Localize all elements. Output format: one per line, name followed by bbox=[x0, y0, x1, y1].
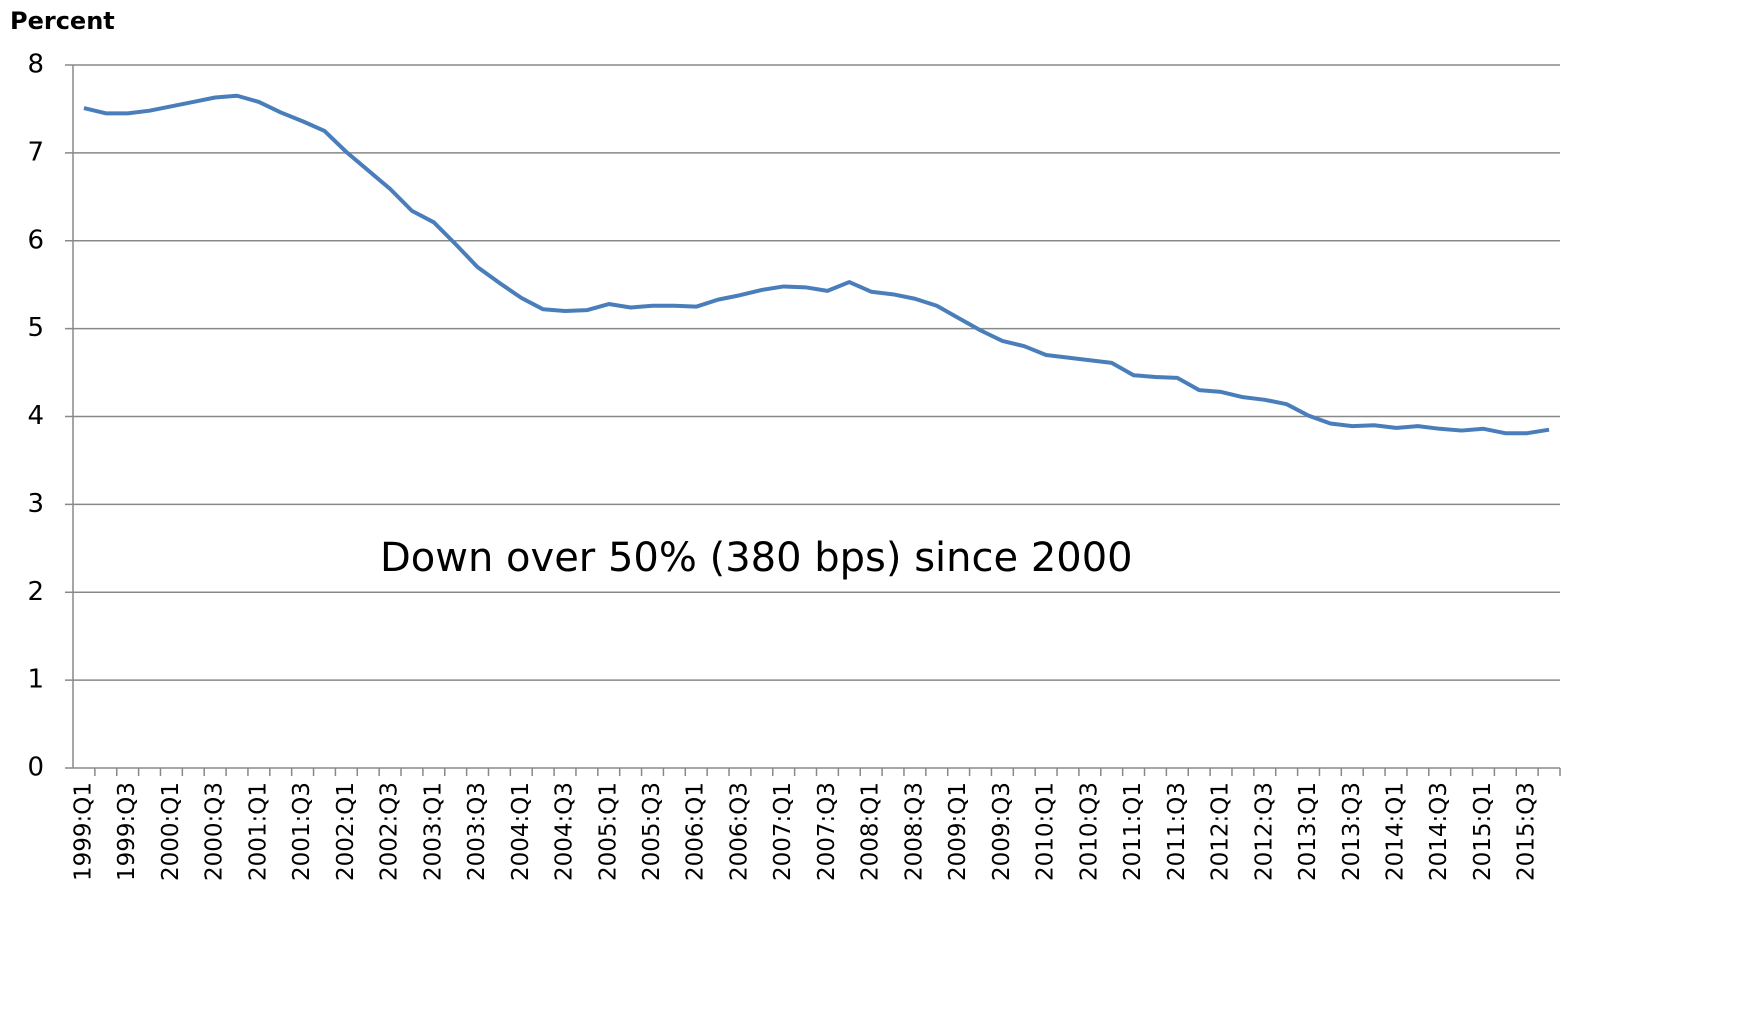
x-tick-label: 2011:Q1 bbox=[1120, 782, 1146, 881]
y-tick-label: 0 bbox=[27, 753, 44, 783]
x-tick-label: 2009:Q1 bbox=[945, 782, 971, 881]
x-tick-label: 2012:Q1 bbox=[1208, 782, 1234, 881]
x-tick-label: 2000:Q1 bbox=[158, 782, 184, 881]
x-tick-label: 2005:Q3 bbox=[639, 782, 665, 881]
x-tick-label: 2003:Q3 bbox=[464, 782, 490, 881]
y-tick-label: 3 bbox=[27, 489, 44, 519]
x-tick-label: 2011:Q3 bbox=[1164, 782, 1190, 881]
x-tick-label: 2006:Q1 bbox=[683, 782, 709, 881]
x-tick-label: 2007:Q1 bbox=[770, 782, 796, 881]
y-tick-label: 7 bbox=[27, 137, 44, 167]
x-tick-label: 2005:Q1 bbox=[595, 782, 621, 881]
x-tick-label: 2013:Q3 bbox=[1339, 782, 1365, 881]
y-tick-label: 8 bbox=[27, 50, 44, 80]
x-tick-label: 2010:Q3 bbox=[1076, 782, 1102, 881]
x-tick-label: 2014:Q3 bbox=[1426, 782, 1452, 881]
x-tick-label: 2002:Q1 bbox=[333, 782, 359, 881]
x-tick-label: 2015:Q3 bbox=[1514, 782, 1540, 881]
x-tick-label: 2004:Q1 bbox=[508, 782, 534, 881]
x-tick-label: 2002:Q3 bbox=[377, 782, 403, 881]
x-tick-label: 2006:Q3 bbox=[726, 782, 752, 881]
x-tick-label: 2004:Q3 bbox=[552, 782, 578, 881]
x-tick-label: 2000:Q3 bbox=[202, 782, 228, 881]
x-tick-label: 1999:Q1 bbox=[70, 782, 96, 881]
x-tick-label: 2001:Q1 bbox=[245, 782, 271, 881]
y-tick-label: 1 bbox=[27, 665, 44, 695]
x-tick-label: 2001:Q3 bbox=[289, 782, 315, 881]
x-tick-label: 2008:Q1 bbox=[858, 782, 884, 881]
x-tick-label: 2008:Q3 bbox=[901, 782, 927, 881]
x-tick-label: 2012:Q3 bbox=[1251, 782, 1277, 881]
x-tick-label: 2003:Q1 bbox=[420, 782, 446, 881]
x-tick-label: 2009:Q3 bbox=[989, 782, 1015, 881]
chart-title: Percent bbox=[10, 7, 115, 35]
x-tick-label: 2013:Q1 bbox=[1295, 782, 1321, 881]
y-tick-label: 2 bbox=[27, 577, 44, 607]
x-tick-label: 2015:Q1 bbox=[1470, 782, 1496, 881]
y-tick-label: 5 bbox=[27, 313, 44, 343]
x-tick-label: 1999:Q3 bbox=[114, 782, 140, 881]
x-tick-label: 2010:Q1 bbox=[1033, 782, 1059, 881]
y-tick-label: 4 bbox=[27, 401, 44, 431]
annotation: Down over 50% (380 bps) since 2000 bbox=[380, 535, 1133, 581]
data-line bbox=[83, 93, 1550, 436]
y-tick-label: 6 bbox=[27, 225, 44, 255]
x-tick-label: 2014:Q1 bbox=[1382, 782, 1408, 881]
x-tick-label: 2007:Q3 bbox=[814, 782, 840, 881]
